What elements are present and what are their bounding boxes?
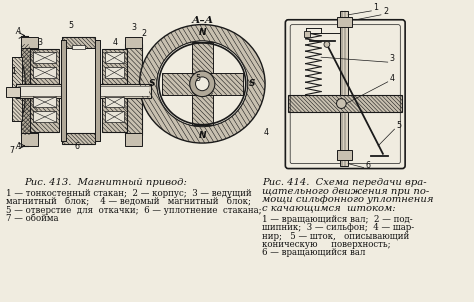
Text: А: А — [15, 142, 20, 151]
Text: 5 — отверстие  для  откачки;  6 — уплотнение  стакана;: 5 — отверстие для откачки; 6 — уплотнени… — [6, 206, 262, 215]
Text: Рис. 414.  Схема передачи вра-: Рис. 414. Схема передачи вра- — [262, 178, 427, 188]
Bar — [33, 97, 56, 108]
Text: 3: 3 — [132, 23, 137, 32]
Text: 4: 4 — [390, 74, 395, 83]
Text: S: S — [249, 79, 256, 88]
Bar — [12, 57, 22, 121]
Text: S: S — [149, 79, 155, 88]
Bar — [21, 44, 38, 135]
Bar — [33, 111, 56, 122]
Bar — [105, 52, 124, 63]
Bar — [288, 95, 402, 112]
Bar — [61, 49, 95, 132]
Text: Рис. 413.  Магнитный привод:: Рис. 413. Магнитный привод: — [24, 178, 187, 188]
Bar — [125, 44, 142, 135]
Bar — [33, 67, 56, 78]
Bar — [62, 37, 95, 48]
Bar — [30, 49, 59, 132]
Text: N: N — [199, 28, 206, 37]
Circle shape — [337, 98, 346, 108]
Bar — [21, 37, 38, 48]
Bar — [18, 86, 149, 96]
FancyBboxPatch shape — [285, 20, 405, 169]
Bar — [105, 111, 124, 122]
Bar — [102, 49, 127, 132]
Bar — [304, 31, 310, 37]
Text: коническую     поверхность;: коническую поверхность; — [262, 240, 391, 249]
Bar — [33, 52, 56, 63]
Circle shape — [196, 77, 209, 91]
Bar — [21, 44, 38, 135]
Bar — [6, 87, 20, 97]
Bar — [340, 112, 348, 165]
Bar — [62, 133, 95, 144]
Text: 5: 5 — [396, 121, 401, 130]
Text: 4: 4 — [113, 38, 118, 47]
Text: 1: 1 — [11, 67, 17, 76]
Text: 5: 5 — [196, 74, 201, 83]
Ellipse shape — [139, 24, 265, 143]
Bar — [95, 40, 100, 141]
Text: 6: 6 — [74, 142, 79, 151]
Text: 6: 6 — [365, 161, 371, 169]
Text: 2: 2 — [142, 28, 147, 37]
Bar — [21, 44, 30, 135]
Text: А–А: А–А — [191, 16, 213, 25]
Bar — [72, 45, 85, 49]
Circle shape — [190, 71, 215, 97]
Bar — [162, 73, 243, 95]
Bar — [125, 37, 142, 48]
Bar — [12, 57, 22, 121]
Bar — [102, 49, 127, 132]
Bar — [105, 97, 124, 108]
Bar — [191, 42, 213, 125]
Text: щательного движения при по-: щательного движения при по- — [262, 187, 429, 196]
Bar — [337, 150, 352, 160]
Text: мощи сильфонного уплотнения: мощи сильфонного уплотнения — [262, 195, 434, 204]
Ellipse shape — [16, 63, 26, 117]
Text: 7: 7 — [9, 146, 15, 155]
Text: шипник;  3 — сильфон;  4 — шар-: шипник; 3 — сильфон; 4 — шар- — [262, 223, 414, 232]
Ellipse shape — [157, 41, 248, 127]
Text: 5: 5 — [68, 21, 73, 30]
Text: магнитный   блок;    4 — ведомый   магнитный   блок;: магнитный блок; 4 — ведомый магнитный бл… — [6, 198, 251, 207]
Circle shape — [324, 41, 330, 47]
Bar — [61, 40, 66, 141]
Bar — [288, 95, 402, 112]
Text: 2: 2 — [383, 7, 388, 16]
Text: 1 — тонкостенный стакан;  2 — корпус;  3 — ведущий: 1 — тонкостенный стакан; 2 — корпус; 3 —… — [6, 189, 252, 198]
Bar — [62, 37, 95, 48]
Bar — [30, 49, 59, 132]
Bar — [340, 11, 348, 95]
Ellipse shape — [157, 41, 248, 127]
Text: с качающимся  штоком:: с качающимся штоком: — [262, 204, 396, 213]
Bar — [21, 133, 38, 146]
Bar — [12, 57, 22, 121]
Bar — [162, 73, 243, 95]
Text: 7 — обойма: 7 — обойма — [6, 214, 59, 223]
Text: 4: 4 — [263, 128, 268, 137]
Bar — [105, 67, 124, 78]
Bar — [61, 40, 66, 141]
Text: N: N — [199, 130, 206, 140]
Bar — [95, 40, 100, 141]
Bar — [62, 133, 95, 144]
Bar — [21, 44, 30, 135]
Text: 1: 1 — [373, 3, 378, 12]
Bar — [191, 42, 213, 125]
Bar — [16, 84, 151, 98]
Text: 3: 3 — [37, 38, 43, 47]
Text: 3: 3 — [390, 54, 395, 63]
Text: А: А — [15, 27, 20, 36]
Text: нир;   5 — шток,   описывающий: нир; 5 — шток, описывающий — [262, 232, 410, 241]
Bar — [337, 17, 352, 27]
Text: 1 — вращающийся вал;  2 — под-: 1 — вращающийся вал; 2 — под- — [262, 215, 413, 224]
Bar — [125, 44, 142, 135]
Text: 6 — вращающийся вал: 6 — вращающийся вал — [262, 248, 365, 257]
Bar — [125, 133, 142, 146]
